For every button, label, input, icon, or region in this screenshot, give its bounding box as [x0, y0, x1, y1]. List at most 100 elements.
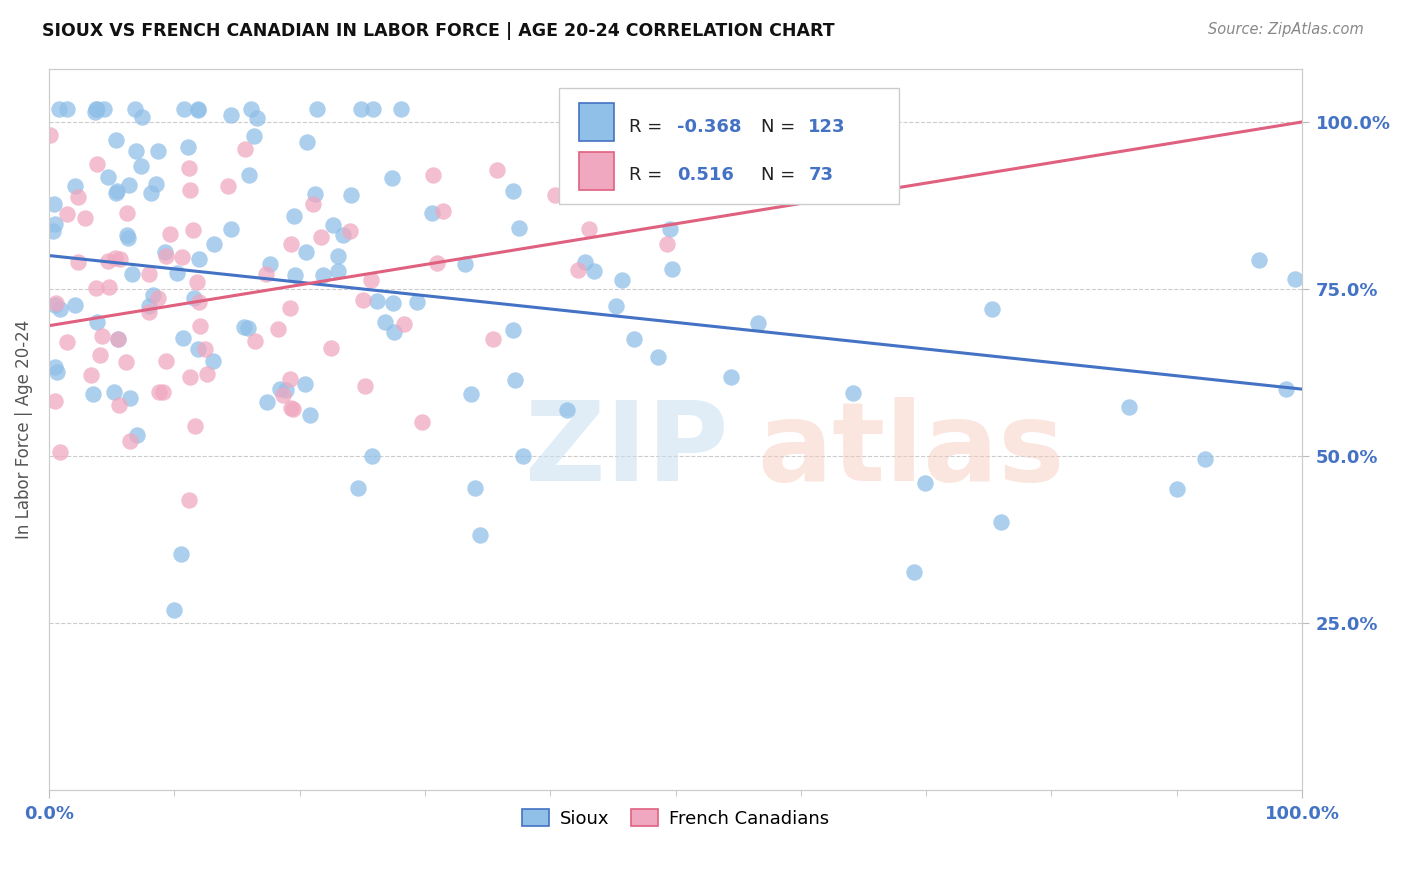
- Point: [720, 370, 742, 384]
- Point: [302, 197, 325, 211]
- Point: [567, 263, 589, 277]
- Point: [321, 341, 343, 355]
- Point: [188, 294, 211, 309]
- Point: [246, 111, 269, 125]
- Point: [48, 445, 70, 459]
- Point: [56, 335, 79, 350]
- Text: N =: N =: [761, 167, 794, 185]
- Point: [127, 427, 149, 442]
- Point: [339, 187, 361, 202]
- Point: [283, 209, 305, 223]
- Point: [79, 368, 101, 382]
- Point: [634, 165, 657, 179]
- Point: [578, 221, 600, 235]
- Point: [176, 139, 198, 153]
- Point: [184, 418, 207, 433]
- Point: [311, 268, 333, 282]
- Point: [256, 395, 278, 409]
- Point: [63, 298, 86, 312]
- Point: [460, 387, 482, 401]
- Point: [304, 186, 326, 201]
- Point: [339, 224, 361, 238]
- Point: [267, 321, 290, 335]
- Point: [389, 102, 412, 116]
- Point: [86, 157, 108, 171]
- Point: [48, 102, 70, 116]
- Point: [1284, 272, 1306, 286]
- Point: [44, 359, 66, 374]
- Point: [352, 293, 374, 308]
- Point: [647, 350, 669, 364]
- Point: [468, 528, 491, 542]
- Point: [181, 223, 204, 237]
- Point: [145, 178, 167, 192]
- Point: [239, 102, 262, 116]
- Point: [146, 291, 169, 305]
- FancyBboxPatch shape: [579, 153, 614, 190]
- Point: [148, 384, 170, 399]
- Point: [295, 136, 318, 150]
- Point: [914, 476, 936, 491]
- Point: [502, 185, 524, 199]
- Point: [276, 384, 298, 398]
- Point: [280, 401, 302, 415]
- Point: [131, 111, 153, 125]
- Point: [350, 102, 373, 116]
- Point: [172, 250, 194, 264]
- Point: [66, 189, 89, 203]
- Point: [56, 207, 79, 221]
- Point: [105, 184, 128, 198]
- Point: [117, 231, 139, 245]
- Point: [86, 102, 108, 116]
- Point: [307, 102, 329, 116]
- Point: [382, 325, 405, 339]
- Text: 0.516: 0.516: [676, 167, 734, 185]
- Point: [582, 264, 605, 278]
- Point: [202, 236, 225, 251]
- Point: [159, 227, 181, 241]
- Text: R =: R =: [628, 118, 662, 136]
- Point: [503, 373, 526, 387]
- Point: [502, 323, 524, 337]
- Point: [166, 266, 188, 280]
- Point: [42, 224, 65, 238]
- Point: [44, 217, 66, 231]
- Point: [219, 222, 242, 236]
- Point: [187, 343, 209, 357]
- Point: [486, 162, 509, 177]
- Point: [464, 481, 486, 495]
- Point: [93, 102, 115, 116]
- Point: [104, 251, 127, 265]
- Point: [84, 281, 107, 295]
- Point: [155, 249, 177, 263]
- Point: [55, 102, 77, 116]
- Point: [236, 321, 259, 335]
- Point: [658, 222, 681, 236]
- Point: [163, 603, 186, 617]
- Point: [89, 348, 111, 362]
- Point: [1166, 482, 1188, 496]
- Point: [179, 369, 201, 384]
- Point: [187, 103, 209, 118]
- Point: [179, 161, 201, 175]
- Point: [374, 314, 396, 328]
- Point: [278, 301, 301, 315]
- Point: [661, 262, 683, 277]
- Point: [188, 252, 211, 266]
- Point: [298, 409, 321, 423]
- Point: [138, 299, 160, 313]
- Point: [108, 398, 131, 412]
- Point: [512, 450, 534, 464]
- Point: [269, 383, 291, 397]
- Point: [605, 299, 627, 313]
- Point: [481, 332, 503, 346]
- Point: [990, 515, 1012, 529]
- Point: [508, 221, 530, 235]
- Point: [271, 388, 294, 402]
- Point: [432, 204, 454, 219]
- Point: [295, 244, 318, 259]
- Point: [44, 393, 66, 408]
- Point: [170, 548, 193, 562]
- Point: [187, 102, 209, 116]
- Point: [309, 230, 332, 244]
